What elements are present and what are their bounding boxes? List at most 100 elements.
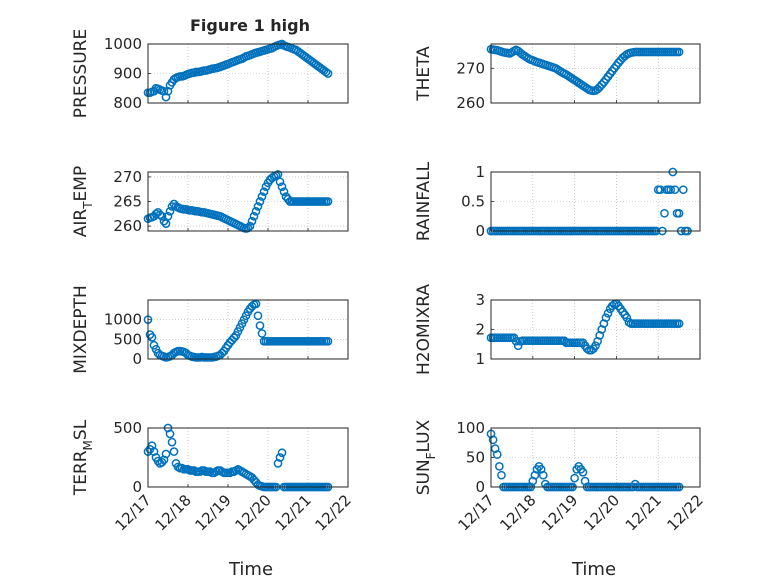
y-tick-label: 100	[456, 419, 485, 437]
data-point	[279, 187, 289, 197]
data-point	[655, 185, 665, 195]
x-tick-label: 12/18	[496, 491, 539, 534]
y-tick-label: 0	[132, 350, 142, 368]
figure-title: Figure 1 high	[190, 16, 310, 35]
data-point	[277, 182, 287, 192]
y-tick-label: 500	[113, 330, 142, 348]
data-point	[247, 216, 257, 226]
y-tick-label: 2	[475, 321, 485, 339]
data-point	[591, 341, 600, 351]
y-tick-label: 265	[113, 193, 142, 211]
x-tick-label: 12/22	[664, 491, 707, 534]
data-point	[167, 437, 177, 447]
data-point	[157, 211, 167, 221]
data-point	[253, 311, 263, 321]
data-point	[323, 197, 333, 206]
x-tick-label: 12/20	[232, 491, 275, 534]
data-point	[323, 69, 333, 78]
subplot-4: 0 0.5 1 RAINFALL	[414, 161, 701, 241]
y-tick-label: 260	[456, 94, 485, 112]
subplot-2: 260 270 THETA	[414, 43, 701, 112]
data-point	[157, 457, 167, 467]
data-point	[165, 206, 175, 216]
x-tick-label: 12/17	[112, 491, 155, 534]
x-tick-label: 12/18	[152, 491, 195, 534]
x-tick-label: 12/19	[538, 491, 581, 534]
y-tick-label: 3	[475, 291, 485, 309]
y-axis-label: SUNFLUX	[414, 419, 438, 495]
data-point	[622, 313, 632, 323]
y-tick-label: 900	[113, 65, 142, 83]
y-tick-label: 500	[113, 419, 142, 437]
subplot-3: 260 265 270 AIRTEMP	[71, 166, 349, 237]
data-point	[614, 58, 623, 68]
y-tick-label: 1000	[104, 35, 142, 53]
data-point	[538, 470, 548, 480]
axes-box	[490, 43, 701, 104]
y-tick-label: 1	[475, 163, 485, 181]
data-point	[245, 221, 255, 231]
data-point	[243, 223, 253, 233]
data-point	[597, 80, 607, 89]
data-point	[670, 185, 680, 195]
y-axis-label: PRESSURE	[71, 29, 91, 118]
y-tick-label: 1	[475, 350, 485, 368]
data-point	[321, 67, 331, 77]
data-point	[163, 211, 173, 221]
x-tick-label: 12/21	[622, 491, 665, 534]
data-point	[259, 187, 269, 197]
y-tick-label: 800	[113, 94, 142, 112]
data-point	[169, 447, 179, 456]
x-tick-label: 12/20	[580, 491, 623, 534]
y-tick-label: 0	[475, 478, 485, 496]
data-point	[497, 470, 506, 480]
data-point	[167, 202, 177, 211]
subplot-7: 0 500 TERRMSL 12/1712/1812/1912/2012/2112/2…	[71, 419, 355, 534]
data-point	[165, 429, 175, 439]
x-tick-label: 12/21	[272, 491, 315, 534]
y-tick-label: 270	[113, 168, 142, 186]
y-tick-label: 260	[113, 217, 142, 235]
data-point	[275, 453, 285, 462]
data-point	[488, 435, 498, 445]
data-point	[277, 448, 287, 458]
data-point	[251, 206, 261, 216]
subplot-1: 800 900 1000 PRESSURE	[71, 29, 349, 118]
data-point	[513, 341, 523, 351]
data-point	[161, 449, 171, 459]
y-axis-label: H2OMIXRA	[414, 284, 434, 375]
y-axis-label: TERRMSL	[71, 419, 95, 496]
axes-box	[147, 43, 349, 104]
y-tick-label: 1000	[104, 311, 142, 329]
axes-box	[490, 299, 701, 360]
x-tick-label: 12/19	[192, 491, 235, 534]
data-point	[255, 321, 265, 330]
data-point	[678, 185, 688, 195]
x-tick-label: 12/17	[455, 491, 498, 534]
y-tick-label: 0	[132, 478, 142, 496]
y-axis-label: MIXDEPTH	[71, 285, 91, 374]
x-axis-label-left: Time	[228, 559, 273, 580]
subplot-8: 0 50 100 SUNFLUX 12/1712/1812/1912/2012/2112…	[414, 419, 707, 534]
data-point	[607, 301, 617, 311]
y-tick-label: 0.5	[461, 193, 485, 211]
data-point	[582, 344, 592, 354]
data-point	[153, 456, 163, 466]
x-axis-label-right: Time	[571, 559, 616, 580]
data-point	[257, 329, 267, 338]
data-point	[570, 473, 579, 483]
data-point	[253, 202, 263, 211]
data-point	[495, 462, 504, 471]
y-axis-label: RAINFALL	[414, 161, 434, 241]
data-point	[595, 82, 605, 92]
data-point	[601, 313, 611, 323]
data-point	[257, 192, 267, 201]
data-point	[674, 208, 684, 218]
data-point	[578, 467, 588, 477]
y-axis-label: AIRTEMP	[71, 166, 95, 237]
data-point	[674, 319, 684, 328]
x-tick-label: 12/22	[312, 491, 355, 534]
